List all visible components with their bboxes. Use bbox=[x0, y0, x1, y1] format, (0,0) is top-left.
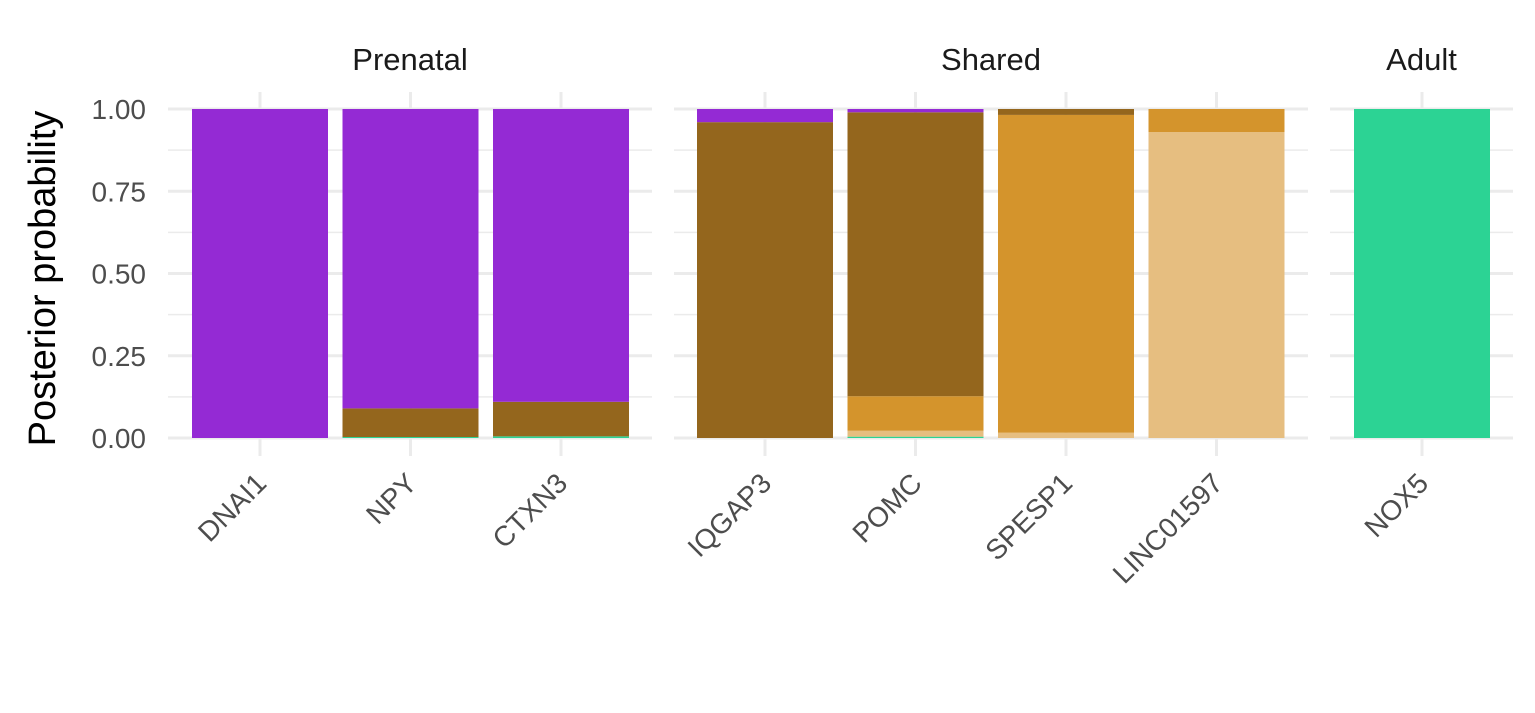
bar-segment-npy-2 bbox=[342, 109, 479, 409]
x-tick-label: NOX5 bbox=[1358, 467, 1434, 543]
x-tick-label: LINC01597 bbox=[1107, 467, 1229, 589]
bar-segment-ctxn3-0 bbox=[493, 436, 629, 438]
x-tick-label: NPY bbox=[360, 467, 423, 530]
x-tick-label: DNAI1 bbox=[192, 467, 272, 547]
bar-segment-pomc-0 bbox=[847, 436, 984, 438]
y-tick-label: 0.50 bbox=[92, 259, 147, 290]
bar-segment-pomc-4 bbox=[847, 109, 984, 113]
x-tick-label: IQGAP3 bbox=[682, 467, 778, 563]
panel-title: Adult bbox=[1386, 42, 1457, 77]
panel-shared: Shared IQGAP3 POMC SPESP1 LINC01597 bbox=[674, 42, 1308, 589]
bar-segment-ctxn3-1 bbox=[493, 401, 629, 437]
bar-segment-dnai1-0 bbox=[192, 109, 328, 438]
x-tick-label: SPESP1 bbox=[979, 467, 1078, 566]
y-tick-label: 0.00 bbox=[92, 423, 147, 454]
bar-segment-iqgap3-0 bbox=[697, 122, 833, 438]
bar-segment-linc01597-1 bbox=[1148, 109, 1285, 133]
x-tick-label: CTXN3 bbox=[486, 467, 573, 554]
bar-segment-spesp1-1 bbox=[998, 114, 1134, 433]
bar-segment-nox5-0 bbox=[1354, 109, 1490, 438]
bar-segment-npy-1 bbox=[342, 408, 479, 438]
y-axis-title: Posterior probability bbox=[22, 111, 64, 447]
bar-segment-pomc-1 bbox=[847, 430, 984, 437]
bar-segment-npy-0 bbox=[342, 437, 479, 438]
bar-segment-pomc-3 bbox=[847, 112, 984, 397]
bar-segment-iqgap3-1 bbox=[697, 109, 833, 123]
y-tick-label: 0.25 bbox=[92, 341, 147, 372]
bar-segment-spesp1-0 bbox=[998, 432, 1134, 438]
bar-segment-ctxn3-2 bbox=[493, 109, 629, 402]
panel-prenatal: Prenatal DNAI1 NPY CTXN3 bbox=[168, 42, 652, 554]
panel-title: Prenatal bbox=[352, 42, 467, 77]
x-tick-label: POMC bbox=[846, 467, 927, 548]
y-tick-label: 0.75 bbox=[92, 176, 147, 207]
y-tick-label: 1.00 bbox=[92, 94, 147, 125]
bar-segment-spesp1-2 bbox=[998, 109, 1134, 115]
bar-segment-linc01597-0 bbox=[1148, 132, 1285, 438]
bar-segment-pomc-2 bbox=[847, 396, 984, 431]
panel-adult: Adult NOX5 bbox=[1330, 42, 1513, 543]
panel-title: Shared bbox=[941, 42, 1041, 77]
